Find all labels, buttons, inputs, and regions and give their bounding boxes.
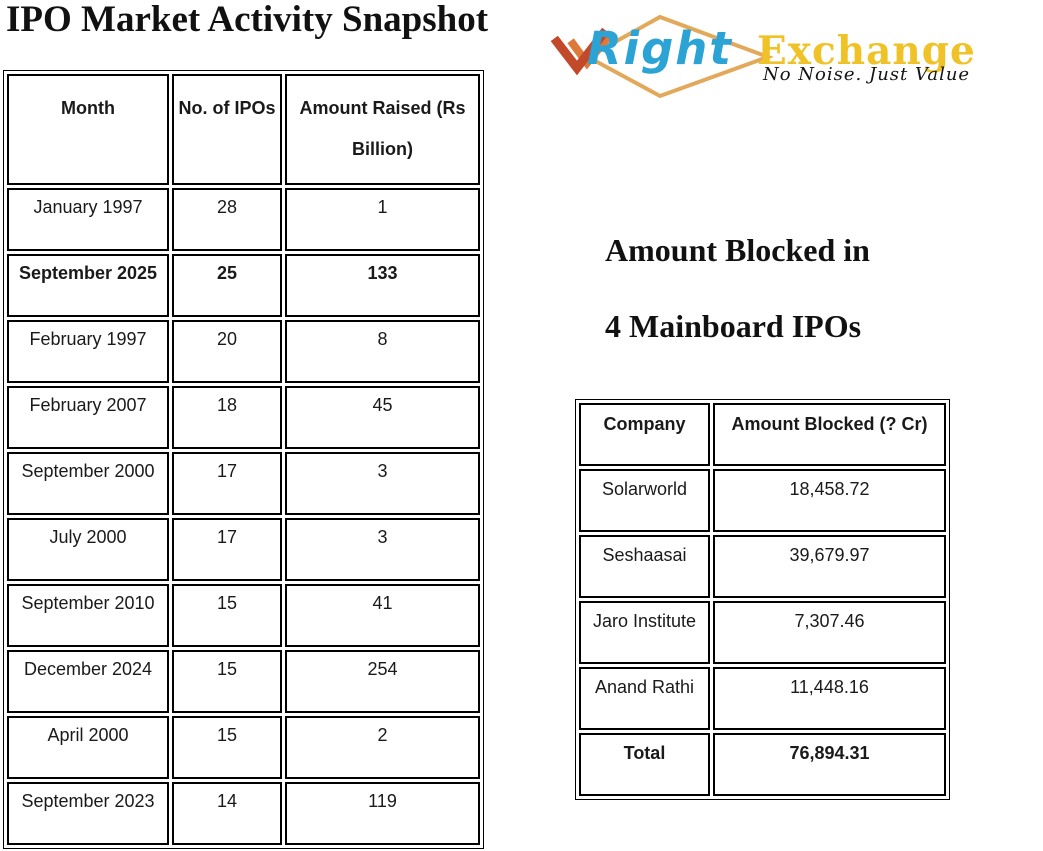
table-row: July 2000 17 3	[7, 517, 480, 581]
table-cell: Jaro Institute	[579, 601, 710, 664]
table-row: Anand Rathi 11,448.16	[579, 667, 946, 730]
column-header-company: Company	[579, 403, 710, 466]
table-cell: December 2024	[7, 649, 169, 713]
table-row: Seshaasai 39,679.97	[579, 535, 946, 598]
table-cell: 18	[172, 385, 282, 449]
table-cell: 17	[172, 451, 282, 515]
table-cell: 15	[172, 583, 282, 647]
table-row: February 1997 20 8	[7, 319, 480, 383]
table-row: September 2010 15 41	[7, 583, 480, 647]
table-row: September 2025 25 133	[7, 253, 480, 317]
ipo-activity-table: Month No. of IPOs Amount Raised (Rs Bill…	[3, 70, 484, 849]
column-header-amount-raised: Amount Raised (Rs Billion)	[285, 74, 480, 185]
amount-blocked-table: Company Amount Blocked (? Cr) Solarworld…	[575, 399, 950, 800]
table-cell: Anand Rathi	[579, 667, 710, 730]
blocked-heading-line1: Amount Blocked in	[605, 232, 870, 268]
table-cell: February 2007	[7, 385, 169, 449]
table-cell: 25	[172, 253, 282, 317]
brand-logo: Right Exchange No Noise. Just Value	[545, 0, 1015, 100]
table-cell: January 1997	[7, 187, 169, 251]
blocked-table-body: Solarworld 18,458.72 Seshaasai 39,679.97 Jar…	[579, 469, 946, 796]
table-cell: 133	[285, 253, 480, 317]
table-cell: 28	[172, 187, 282, 251]
table-cell: 7,307.46	[713, 601, 946, 664]
table-cell: Total	[579, 733, 710, 796]
table-cell: Seshaasai	[579, 535, 710, 598]
table-cell: 2	[285, 715, 480, 779]
table-cell: 1	[285, 187, 480, 251]
table-cell: September 2025	[7, 253, 169, 317]
table-cell: 20	[172, 319, 282, 383]
column-header-ipos: No. of IPOs	[172, 74, 282, 185]
logo-wordmark-exchange: Exchange	[757, 28, 976, 74]
table-cell: September 2010	[7, 583, 169, 647]
table-cell: 8	[285, 319, 480, 383]
table-cell: 254	[285, 649, 480, 713]
table-cell: 15	[172, 715, 282, 779]
column-header-month: Month	[7, 74, 169, 185]
table-cell: July 2000	[7, 517, 169, 581]
table-cell: 17	[172, 517, 282, 581]
table-cell: April 2000	[7, 715, 169, 779]
table-cell: 45	[285, 385, 480, 449]
table-row: January 1997 28 1	[7, 187, 480, 251]
table-cell: September 2000	[7, 451, 169, 515]
ipo-table-body: January 1997 28 1 September 2025 25 133 Februa…	[7, 187, 480, 845]
header-row: Month No. of IPOs Amount Raised (Rs Bill…	[7, 74, 480, 185]
table-cell: 3	[285, 517, 480, 581]
table-row: February 2007 18 45	[7, 385, 480, 449]
table-cell: Solarworld	[579, 469, 710, 532]
table-cell: 41	[285, 583, 480, 647]
table-row: April 2000 15 2	[7, 715, 480, 779]
table-cell: 18,458.72	[713, 469, 946, 532]
table-row: Solarworld 18,458.72	[579, 469, 946, 532]
table-cell: September 2023	[7, 781, 169, 845]
table-row: September 2023 14 119	[7, 781, 480, 845]
table-cell: February 1997	[7, 319, 169, 383]
table-row: Jaro Institute 7,307.46	[579, 601, 946, 664]
page-title: IPO Market Activity Snapshot	[6, 0, 489, 40]
table-cell: 119	[285, 781, 480, 845]
table-row: September 2000 17 3	[7, 451, 480, 515]
blocked-section-heading: Amount Blocked in 4 Mainboard IPOs	[605, 212, 870, 364]
table-cell: 39,679.97	[713, 535, 946, 598]
table-row: December 2024 15 254	[7, 649, 480, 713]
column-header-amount-blocked: Amount Blocked (? Cr)	[713, 403, 946, 466]
table-row: Total 76,894.31	[579, 733, 946, 796]
diamond-checkmark-icon	[550, 14, 774, 99]
logo-tagline: No Noise. Just Value	[763, 64, 971, 85]
table-cell: 14	[172, 781, 282, 845]
table-cell: 11,448.16	[713, 667, 946, 730]
table-cell: 3	[285, 451, 480, 515]
logo-wordmark-right: Right	[587, 22, 733, 75]
header-row: Company Amount Blocked (? Cr)	[579, 403, 946, 466]
blocked-heading-line2: 4 Mainboard IPOs	[605, 308, 862, 344]
table-cell: 15	[172, 649, 282, 713]
table-cell: 76,894.31	[713, 733, 946, 796]
